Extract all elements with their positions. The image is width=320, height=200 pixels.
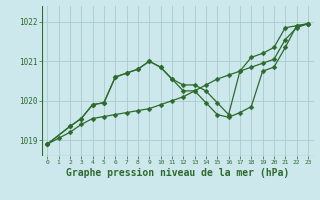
X-axis label: Graphe pression niveau de la mer (hPa): Graphe pression niveau de la mer (hPa) [66, 168, 289, 178]
